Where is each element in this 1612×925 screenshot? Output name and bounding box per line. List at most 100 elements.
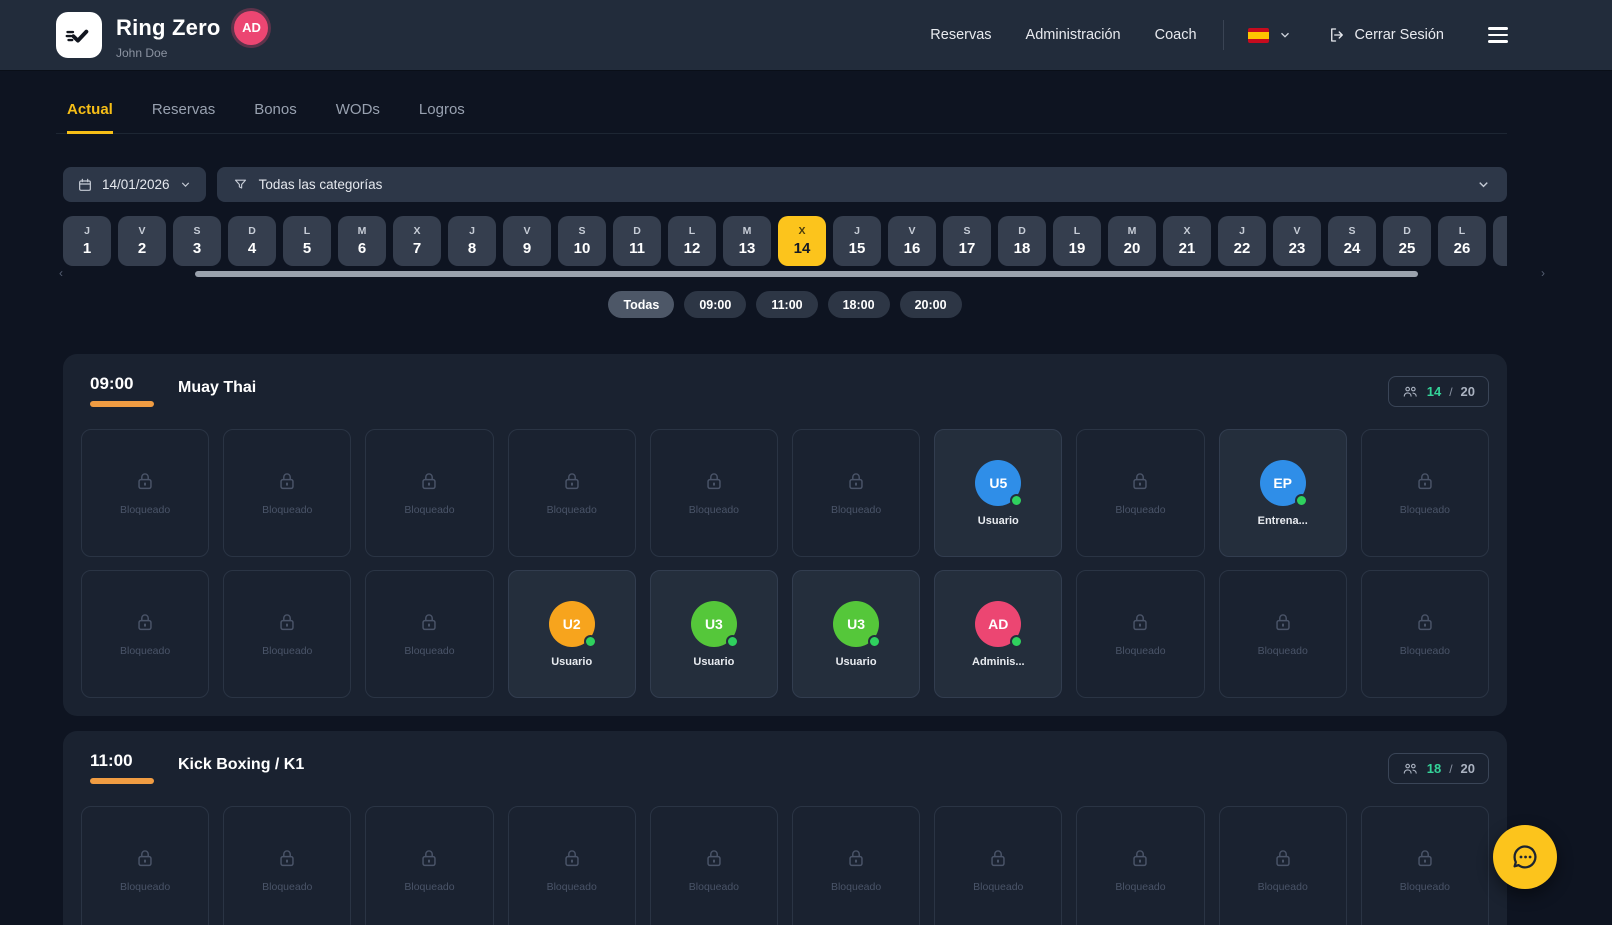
nav-item-reservas[interactable]: Reservas: [930, 27, 992, 43]
tab-bonos[interactable]: Bonos: [254, 101, 297, 118]
day-number: 25: [1398, 240, 1416, 257]
day-chip-10[interactable]: S 10: [558, 216, 606, 266]
tab-actual[interactable]: Actual: [67, 101, 113, 134]
day-chip-5[interactable]: L 5: [283, 216, 331, 266]
scroll-right-icon[interactable]: ›: [1541, 266, 1545, 280]
day-of-week: L: [1458, 225, 1466, 237]
blocked-label: Bloqueado: [1257, 645, 1308, 657]
day-chip-23[interactable]: V 23: [1273, 216, 1321, 266]
category-filter-select[interactable]: Todas las categorías: [216, 167, 1507, 202]
time-underline-bar: [90, 778, 154, 784]
day-chip-25[interactable]: D 25: [1383, 216, 1431, 266]
slot-user-name: Usuario: [835, 655, 877, 668]
day-chip-3[interactable]: S 3: [173, 216, 221, 266]
blocked-label: Bloqueado: [262, 881, 313, 893]
time-chip-18-00[interactable]: 18:00: [827, 291, 890, 318]
chevron-down-icon: [179, 178, 192, 191]
day-chip-8[interactable]: J 8: [448, 216, 496, 266]
slot-user-u3[interactable]: U3 Usuario: [791, 570, 921, 698]
scroll-left-icon[interactable]: ‹: [59, 266, 63, 280]
slot-blocked: Bloqueado: [1076, 570, 1205, 698]
glove-check-icon: [65, 29, 89, 43]
day-chip-27[interactable]: M 27: [1493, 216, 1507, 266]
slot-user-u5[interactable]: U5 Usuario: [934, 429, 1063, 557]
chat-fab-button[interactable]: [1493, 825, 1557, 889]
slot-blocked: Bloqueado: [223, 570, 352, 698]
time-chip-todas[interactable]: Todas: [608, 291, 675, 318]
slot-blocked: Bloqueado: [507, 806, 636, 925]
app-logo[interactable]: [56, 12, 102, 58]
time-chip-20-00[interactable]: 20:00: [899, 291, 962, 318]
capacity-separator: /: [1449, 761, 1453, 776]
day-chip-16[interactable]: V 16: [888, 216, 936, 266]
class-header: 09:00 Muay Thai 14 / 20: [81, 374, 1489, 407]
day-chip-13[interactable]: M 13: [723, 216, 771, 266]
nav-item-coach[interactable]: Coach: [1154, 27, 1197, 43]
day-of-week: V: [908, 225, 916, 237]
day-number: 19: [1068, 240, 1086, 257]
blocked-label: Bloqueado: [1399, 504, 1450, 516]
slot-user-ep[interactable]: EP Entrena...: [1218, 429, 1347, 557]
lock-icon: [561, 470, 583, 492]
tab-reservas[interactable]: Reservas: [151, 101, 216, 118]
day-chip-20[interactable]: M 20: [1108, 216, 1156, 266]
date-picker-button[interactable]: 14/01/2026: [63, 167, 206, 202]
user-role-badge[interactable]: AD: [234, 10, 269, 45]
day-chip-11[interactable]: D 11: [613, 216, 661, 266]
day-of-week: L: [1073, 225, 1081, 237]
occupied-count: 14: [1426, 384, 1442, 399]
slot-user-u3[interactable]: U3 Usuario: [649, 570, 778, 698]
day-chip-24[interactable]: S 24: [1328, 216, 1376, 266]
slot-blocked: Bloqueado: [81, 806, 210, 925]
day-chip-17[interactable]: S 17: [943, 216, 991, 266]
day-number: 18: [1013, 240, 1031, 257]
day-chip-7[interactable]: X 7: [393, 216, 441, 266]
day-number: 12: [683, 240, 701, 257]
tab-logros[interactable]: Logros: [418, 101, 465, 118]
day-chip-26[interactable]: L 26: [1438, 216, 1486, 266]
nav-item-administracion[interactable]: Administración: [1025, 27, 1121, 43]
lock-icon: [1129, 847, 1151, 869]
slot-user-ad[interactable]: AD Adminis...: [934, 570, 1063, 698]
lock-icon: [276, 470, 298, 492]
chevron-down-icon: [1278, 28, 1292, 42]
day-number: 21: [1178, 240, 1196, 257]
logout-label: Cerrar Sesión: [1354, 27, 1444, 43]
filter-row: 14/01/2026 Todas las categorías: [63, 167, 1507, 202]
scrollbar-thumb[interactable]: [195, 271, 1418, 277]
day-chip-2[interactable]: V 2: [118, 216, 166, 266]
lock-icon: [1414, 611, 1436, 633]
day-chip-22[interactable]: J 22: [1218, 216, 1266, 266]
online-status-dot: [1294, 493, 1308, 507]
day-chip-14[interactable]: X 14: [778, 216, 826, 266]
class-time: 09:00: [90, 374, 134, 393]
slot-user-name: Usuario: [551, 655, 593, 668]
language-selector[interactable]: [1247, 27, 1292, 43]
slot-blocked: Bloqueado: [1360, 570, 1489, 698]
day-of-week: J: [84, 225, 90, 237]
day-of-week: J: [469, 225, 475, 237]
slot-user-u2[interactable]: U2 Usuario: [507, 570, 636, 698]
lock-icon: [418, 611, 440, 633]
day-chip-18[interactable]: D 18: [998, 216, 1046, 266]
day-chip-12[interactable]: L 12: [668, 216, 716, 266]
day-chip-4[interactable]: D 4: [228, 216, 276, 266]
tab-wods[interactable]: WODs: [335, 101, 380, 118]
day-of-week: V: [1293, 225, 1301, 237]
lock-icon: [1272, 847, 1294, 869]
menu-icon[interactable]: [1488, 27, 1508, 43]
slot-grid: Bloqueado Bloqueado Bloqueado Bloqueado …: [81, 429, 1489, 698]
time-chip-11-00[interactable]: 11:00: [756, 291, 818, 318]
day-chip-1[interactable]: J 1: [63, 216, 111, 266]
day-chip-6[interactable]: M 6: [338, 216, 386, 266]
day-chip-21[interactable]: X 21: [1163, 216, 1211, 266]
day-chip-9[interactable]: V 9: [503, 216, 551, 266]
slot-blocked: Bloqueado: [1076, 429, 1205, 557]
blocked-label: Bloqueado: [546, 504, 597, 516]
logout-button[interactable]: Cerrar Sesión: [1328, 26, 1444, 44]
day-chip-15[interactable]: J 15: [833, 216, 881, 266]
day-chip-19[interactable]: L 19: [1053, 216, 1101, 266]
blocked-label: Bloqueado: [1115, 504, 1166, 516]
time-chip-09-00[interactable]: 09:00: [684, 291, 747, 318]
